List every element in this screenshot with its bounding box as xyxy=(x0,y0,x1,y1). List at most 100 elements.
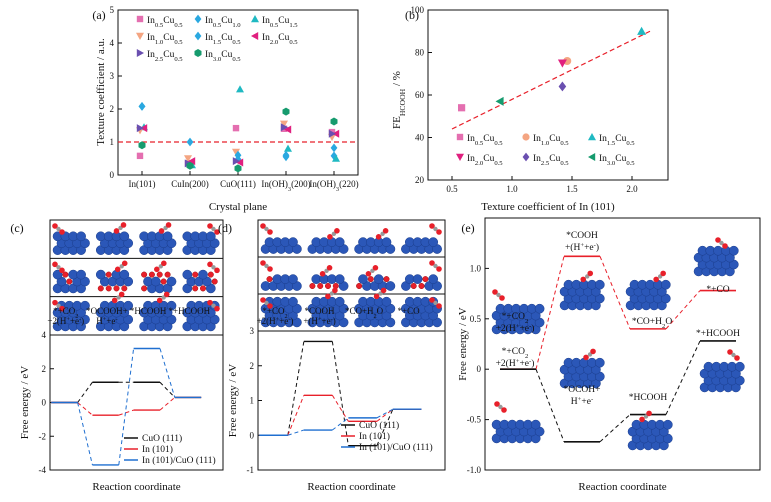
panel-c-structure xyxy=(141,260,177,294)
panel-c-molecule-c xyxy=(56,226,61,232)
panel-c-step-label-part: + xyxy=(66,316,70,323)
oxygen-atom xyxy=(148,271,155,278)
b-xtick-label: 0.5 xyxy=(446,184,458,194)
panel-c-y-axis-label: Free energy / eV xyxy=(19,366,31,439)
panel-d-molecule-o xyxy=(429,260,435,266)
b-y-axis-label: FEHCOOH / % xyxy=(391,71,407,129)
b-legend-label-part: Cu xyxy=(483,154,494,164)
panel-d-step-label-part: *CO+H xyxy=(345,306,374,316)
panel-c-step-label: *+CO2 xyxy=(53,306,78,320)
panel-c-molecule-o xyxy=(214,305,220,312)
a-point-diamond xyxy=(138,102,146,111)
panel-d-series xyxy=(259,408,422,436)
a-legend-label-part: 1.0 xyxy=(155,39,164,46)
b-legend-label-part: Cu xyxy=(549,154,560,164)
panel-d-molecule-o xyxy=(267,229,273,235)
panel-e: (e)-1.0-0.500.51.0*COOH+(H++e-)*CO+H2O*+… xyxy=(457,217,761,493)
e-annotation-ocooh-part: + xyxy=(578,396,582,403)
panel-c-x-axis-label: Reaction coordinate xyxy=(92,481,180,493)
b-x-axis-label: Texture coefficient of In (101) xyxy=(481,201,615,213)
metal-atom xyxy=(660,279,671,290)
panel-c-connector xyxy=(159,348,176,398)
a-legend-label-part: 0.5 xyxy=(155,22,164,29)
a-xtick-label: In(101) xyxy=(129,179,156,189)
metal-atom xyxy=(119,231,130,242)
panel-c-step-label-part: + xyxy=(103,316,107,323)
a-legend-label-part: 0.5 xyxy=(174,56,183,63)
e-frame xyxy=(484,217,761,471)
oxygen-atom xyxy=(66,278,73,285)
a-legend-label-part: Cu xyxy=(221,33,232,43)
metal-atom xyxy=(728,245,739,256)
metal-atom xyxy=(534,303,545,314)
a-point-triangle-up xyxy=(284,144,292,152)
e-connector xyxy=(665,290,701,330)
panel-d-molecule-o xyxy=(436,266,442,272)
e-annotation-start_lower-part: +e xyxy=(519,359,529,369)
panel-d-structure xyxy=(260,237,302,254)
panel-d-molecule-o xyxy=(260,297,266,303)
adsorbate-o-atom xyxy=(365,271,372,277)
adsorbate-o-atom xyxy=(114,266,121,273)
a-legend-label-part: 0.5 xyxy=(174,39,183,46)
e-molecule-o xyxy=(499,295,505,301)
panel-d-structure xyxy=(354,287,396,328)
metal-atom xyxy=(150,276,161,287)
panel-c-structure xyxy=(139,291,177,332)
adsorbate-o-atom xyxy=(583,354,589,361)
e-molecule-o xyxy=(727,349,733,355)
a-legend-label-part: Cu xyxy=(221,50,232,60)
metal-atom xyxy=(76,231,86,242)
adsorbate-o-atom xyxy=(639,416,645,423)
a-legend-label-part: 2.5 xyxy=(155,56,164,63)
oxygen-atom xyxy=(266,276,273,283)
e-molecule-o xyxy=(722,243,728,249)
e-ytick-label: 0 xyxy=(477,364,482,374)
metal-atom xyxy=(530,419,541,430)
e-annotation-cooh: +(H++e-) xyxy=(565,242,599,254)
e-annotation-start_lower-part: *+CO xyxy=(502,347,525,357)
b-legend-label-part: In xyxy=(599,154,607,164)
a-legend-label: In1.0Cu0.5 xyxy=(147,33,183,46)
panel-d-structure xyxy=(307,228,349,254)
oxygen-atom xyxy=(383,276,390,283)
adsorbate-o-atom xyxy=(327,234,333,240)
panel-c-legend-label: In (101) xyxy=(142,444,173,455)
panel-c-step-label-part: - xyxy=(79,316,81,323)
a-legend-label-part: In xyxy=(205,50,213,60)
b-point-circle xyxy=(563,56,572,66)
panel-c-connector xyxy=(118,409,134,416)
a-legend-label-part: Cu xyxy=(278,16,289,26)
e-annotation-start_upper-part: ) xyxy=(531,323,534,334)
oxygen-atom xyxy=(156,271,163,278)
adsorbate-o-atom xyxy=(660,270,666,277)
panel-d-step-label: *+CO2 xyxy=(262,306,287,320)
panel-c-connector xyxy=(77,402,93,466)
e-annotation-start_upper-part: + xyxy=(516,323,520,330)
b-ytick-label: 100 xyxy=(411,5,425,15)
oxygen-atom xyxy=(356,282,363,290)
b-legend-label-part: In xyxy=(467,134,475,144)
a-point-triangle-down xyxy=(280,120,288,128)
b-point-diamond xyxy=(558,81,567,92)
e-annotation-start_upper-part: - xyxy=(529,323,531,330)
e-annotation-cooh-part: + xyxy=(580,242,584,249)
panel-c-step-label: H++e- xyxy=(96,316,117,327)
a-legend-label-part: Cu xyxy=(278,33,289,43)
adsorbate-o-atom xyxy=(163,291,170,298)
e-structure xyxy=(627,410,673,451)
a-xtick-label-part: CuO(111) xyxy=(220,179,256,189)
panel-d-step-label: +(H++e-) xyxy=(303,316,335,327)
panel-d-structure xyxy=(354,228,396,254)
metal-atom xyxy=(288,237,298,247)
b-xtick-label: 1.0 xyxy=(506,184,518,194)
oxygen-atom xyxy=(199,285,207,292)
e-annotation-cooh: *COOH xyxy=(566,231,598,241)
b-legend-label-part: 0.5 xyxy=(626,160,635,167)
panel-d-structure xyxy=(401,237,442,254)
adsorbate-o-atom xyxy=(158,228,165,234)
panel-c-step-label-part: - xyxy=(115,316,117,323)
b-legend-label-part: In xyxy=(467,154,475,164)
b-xtick-label: 2.0 xyxy=(626,184,638,194)
oxygen-atom xyxy=(105,285,112,292)
